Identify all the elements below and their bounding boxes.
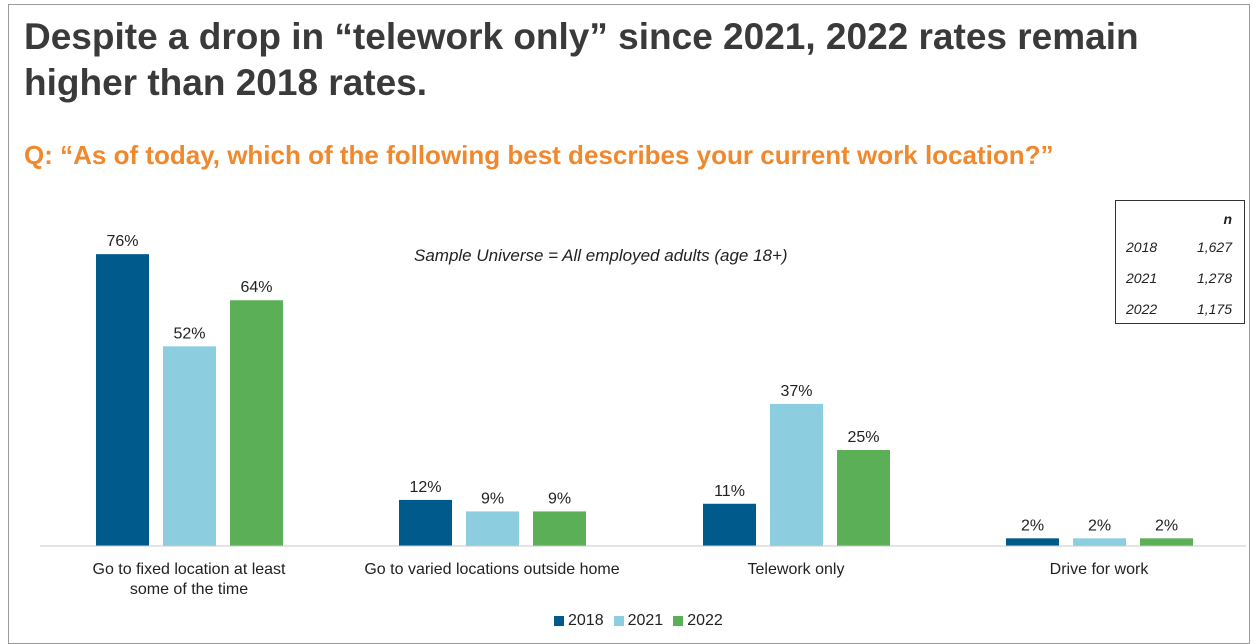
bar-2018-4 xyxy=(1006,538,1059,546)
sample-size-value: 1,175 xyxy=(1196,301,1232,317)
data-label-2018-2: 12% xyxy=(409,479,441,496)
sample-size-year: 2018 xyxy=(1126,239,1158,255)
legend-swatch-2021 xyxy=(613,616,624,626)
data-label-2021-3: 37% xyxy=(780,383,812,400)
bar-2021-2 xyxy=(466,511,519,546)
legend-item-2018: 2018 xyxy=(554,612,604,630)
chart-legend: 2018 2021 2022 xyxy=(554,612,723,630)
legend-label-2022: 2022 xyxy=(687,612,723,629)
sample-size-row: 2021 1,278 xyxy=(1126,270,1232,290)
bar-2018-1 xyxy=(96,254,149,546)
bar-2021-4 xyxy=(1073,538,1126,546)
sample-size-value: 1,278 xyxy=(1196,270,1232,286)
slide-title: Despite a drop in “telework only” since … xyxy=(24,16,1139,103)
sample-size-table: n 2018 1,627 2021 1,278 2022 1,175 xyxy=(1115,200,1245,324)
bar-2018-2 xyxy=(399,499,452,546)
data-label-2018-4: 2% xyxy=(1021,517,1044,534)
category-label: Go to varied locations outside home xyxy=(364,561,619,578)
data-label-2022-3: 25% xyxy=(847,429,879,446)
category-label: Drive for work xyxy=(1050,561,1150,578)
bar-2022-4 xyxy=(1140,538,1193,546)
data-label-2018-3: 11% xyxy=(714,483,745,500)
legend-label-2021: 2021 xyxy=(627,612,664,629)
legend-item-2022: 2022 xyxy=(673,612,723,630)
sample-size-year: 2022 xyxy=(1126,301,1158,317)
sample-size-row: 2022 1,175 xyxy=(1126,301,1232,321)
legend-label-2018: 2018 xyxy=(568,612,604,629)
legend-item-2021: 2021 xyxy=(613,612,664,630)
data-label-2021-1: 52% xyxy=(173,325,205,342)
data-label-2021-2: 9% xyxy=(481,490,504,507)
data-label-2022-1: 64% xyxy=(240,279,272,296)
legend-swatch-2022 xyxy=(673,616,684,626)
data-label-2018-1: 76% xyxy=(106,233,138,250)
sample-size-header: n xyxy=(1223,211,1232,227)
sample-universe-note: Sample Universe = All employed adults (a… xyxy=(414,246,788,265)
bar-2022-2 xyxy=(533,511,586,546)
data-label-2021-4: 2% xyxy=(1088,517,1111,534)
bar-2022-1 xyxy=(230,300,283,546)
category-label: some of the time xyxy=(130,581,248,598)
category-label: Go to fixed location at least xyxy=(93,561,287,578)
data-label-2022-2: 9% xyxy=(548,490,571,507)
bar-2022-3 xyxy=(837,450,890,546)
sample-size-row: 2018 1,627 xyxy=(1126,239,1232,259)
data-label-2022-4: 2% xyxy=(1155,517,1178,534)
survey-question: Q: “As of today, which of the following … xyxy=(24,140,1054,170)
sample-size-year: 2021 xyxy=(1126,270,1158,286)
category-label: Telework only xyxy=(748,561,845,578)
legend-swatch-2018 xyxy=(554,616,564,626)
bar-2021-1 xyxy=(163,346,216,546)
bar-2021-3 xyxy=(770,403,823,546)
sample-size-value: 1,627 xyxy=(1196,239,1232,255)
bar-2018-3 xyxy=(703,503,756,546)
